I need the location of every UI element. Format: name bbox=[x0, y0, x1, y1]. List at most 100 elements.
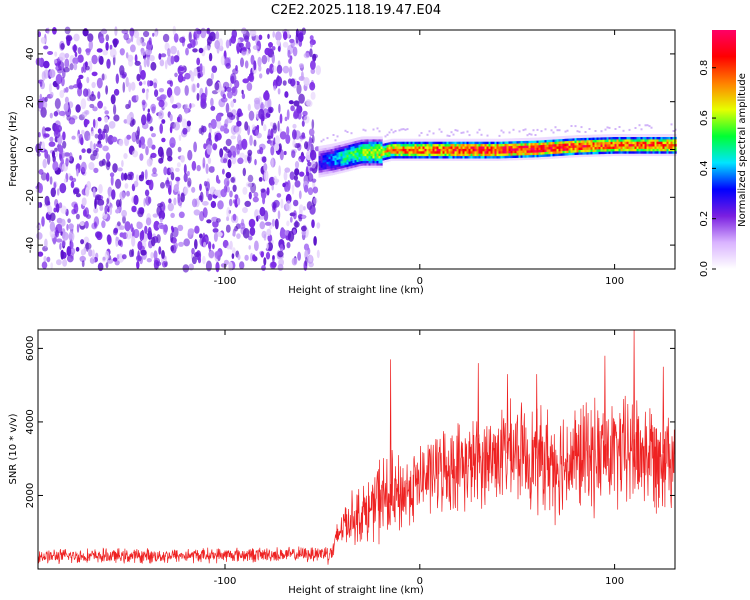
spectrogram-signal-cell bbox=[628, 143, 631, 147]
spectrogram-signal-cell bbox=[568, 154, 571, 158]
spectrogram-noise-cell bbox=[121, 160, 124, 168]
spectrogram-signal-cell bbox=[490, 150, 493, 154]
spectrogram-signal-cell bbox=[332, 155, 335, 159]
spectrogram-signal-cell bbox=[414, 157, 417, 161]
spectrogram-signal-cell bbox=[328, 170, 331, 174]
spectrogram-signal-cell bbox=[352, 164, 355, 168]
spectrogram-noise-cell bbox=[126, 174, 133, 181]
spectrogram-signal-cell bbox=[562, 147, 565, 151]
spectrogram-signal-cell bbox=[338, 158, 341, 162]
spectrogram-signal-cell bbox=[664, 136, 667, 140]
spectrogram-signal-cell bbox=[664, 145, 667, 149]
spectrogram-signal-cell bbox=[506, 148, 509, 151]
spectrogram-halo-cell bbox=[346, 131, 349, 133]
spectrogram-signal-cell bbox=[502, 152, 505, 156]
spectrogram-signal-cell bbox=[402, 143, 405, 147]
spectrogram-signal-cell bbox=[398, 145, 401, 149]
spectrogram-signal-cell bbox=[404, 138, 407, 142]
spectrogram-signal-cell bbox=[578, 144, 581, 148]
spectrogram-noise-cell bbox=[119, 225, 125, 230]
spectrogram-noise-cell bbox=[202, 255, 206, 265]
spectrogram-signal-cell bbox=[538, 149, 541, 153]
spectrogram-noise-cell bbox=[69, 63, 74, 71]
spectrogram-noise-cell bbox=[101, 220, 106, 229]
spectrogram-signal-cell bbox=[372, 145, 375, 149]
spectrogram-noise-cell bbox=[242, 207, 248, 214]
spectrogram-signal-cell bbox=[438, 138, 441, 142]
spectrogram-noise-cell bbox=[225, 39, 230, 49]
spectrogram-halo-cell bbox=[388, 131, 391, 134]
spectrogram-noise-cell bbox=[272, 31, 276, 38]
spectrogram-signal-cell bbox=[386, 156, 389, 160]
spectrogram-noise-cell bbox=[229, 190, 233, 198]
spectrogram-signal-cell bbox=[640, 136, 643, 140]
spectrogram-halo-cell bbox=[440, 130, 443, 133]
spectrogram-noise-cell bbox=[151, 106, 156, 114]
spectrogram-signal-cell bbox=[394, 155, 397, 159]
spectrogram-signal-cell bbox=[360, 143, 363, 147]
spectrogram-signal-cell bbox=[532, 149, 535, 153]
spectrogram-signal-cell bbox=[614, 143, 617, 147]
spectrogram-signal-cell bbox=[324, 166, 327, 170]
spectrogram-signal-cell bbox=[336, 161, 339, 165]
spectrogram-signal-cell bbox=[318, 153, 321, 157]
spectrogram-halo-cell bbox=[512, 128, 515, 131]
spectrogram-signal-cell bbox=[388, 144, 391, 147]
spectrogram-signal-cell bbox=[346, 149, 349, 153]
spectrogram-noise-cell bbox=[214, 134, 219, 142]
spectrogram-signal-cell bbox=[364, 143, 367, 147]
spectrogram-signal-cell bbox=[360, 136, 363, 140]
spectrogram-signal-cell bbox=[524, 154, 527, 158]
spectrogram-signal-cell bbox=[460, 148, 463, 152]
spectrogram-signal-cell bbox=[470, 143, 473, 147]
spectrogram-signal-cell bbox=[470, 145, 473, 149]
spectrogram-signal-cell bbox=[492, 150, 495, 154]
spectrogram-signal-cell bbox=[444, 150, 447, 154]
spectrogram-signal-cell bbox=[560, 150, 563, 154]
spectrogram-signal-cell bbox=[544, 149, 547, 152]
spectrogram-signal-cell bbox=[570, 149, 573, 153]
spectrogram-signal-cell bbox=[418, 150, 421, 154]
spectrogram-signal-cell bbox=[354, 159, 357, 163]
spectrogram-signal-cell bbox=[318, 157, 321, 161]
spectrogram-signal-cell bbox=[434, 148, 437, 152]
spectrogram-signal-cell bbox=[330, 153, 333, 157]
spectrogram-noise-cell bbox=[181, 38, 185, 47]
spectrogram-noise-cell bbox=[98, 184, 103, 194]
spectrogram-signal-cell bbox=[340, 167, 343, 171]
spectrogram-noise-cell bbox=[278, 165, 281, 177]
spectrogram-noise-cell bbox=[198, 195, 203, 201]
spectrogram-halo-cell bbox=[532, 129, 535, 132]
spectrogram-signal-cell bbox=[520, 152, 523, 156]
spectrogram-signal-cell bbox=[518, 138, 521, 142]
spectrogram-signal-cell bbox=[430, 153, 433, 157]
spectrogram-halo-cell bbox=[500, 129, 503, 132]
spectrogram-signal-cell bbox=[482, 150, 485, 154]
spectrogram-noise-cell bbox=[163, 166, 168, 176]
spectrogram-signal-cell bbox=[376, 162, 379, 166]
spectrogram-noise-cell bbox=[225, 224, 231, 233]
spectrogram-noise-cell bbox=[191, 198, 198, 208]
spectrogram-noise-cell bbox=[175, 167, 180, 172]
spectrogram-noise-cell bbox=[44, 96, 48, 103]
spectrogram-noise-cell bbox=[274, 218, 279, 230]
spectrogram-signal-cell bbox=[530, 144, 533, 148]
spectrogram-halo-cell bbox=[544, 128, 547, 131]
spectrogram-signal-cell bbox=[332, 172, 335, 176]
spectrogram-noise-cell bbox=[41, 141, 45, 152]
spectrogram-signal-cell bbox=[366, 150, 369, 154]
spectrogram-signal-cell bbox=[422, 141, 425, 145]
spectrogram-signal-cell bbox=[490, 148, 493, 152]
spectrogram-noise-cell bbox=[261, 230, 267, 239]
spectrogram-signal-cell bbox=[580, 144, 583, 148]
spectrogram-signal-cell bbox=[362, 143, 365, 147]
spectrogram-signal-cell bbox=[560, 152, 563, 156]
spectrogram-signal-cell bbox=[608, 141, 611, 145]
spectrogram-signal-cell bbox=[664, 153, 667, 157]
spectrogram-noise-cell bbox=[282, 41, 289, 48]
spectrogram-signal-cell bbox=[376, 143, 379, 147]
spectrogram-signal-cell bbox=[618, 134, 621, 137]
spectrogram-signal-cell bbox=[602, 146, 605, 150]
spectrogram-noise-cell bbox=[298, 204, 304, 213]
spectrogram-noise-cell bbox=[105, 262, 109, 269]
